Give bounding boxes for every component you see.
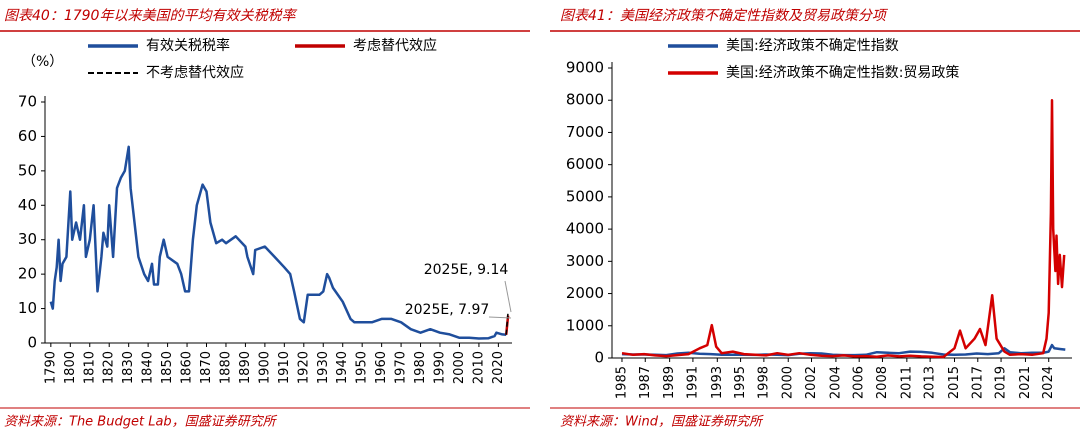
x-tick-label: 1960	[374, 351, 389, 384]
x-tick-label: 1790	[43, 351, 58, 384]
y-tick-label: 2000	[566, 284, 604, 302]
x-tick-label: 2002	[804, 366, 819, 399]
x-tick-label: 2011	[899, 366, 914, 399]
x-tick-label: 1850	[160, 351, 175, 384]
x-tick-label: 2015	[947, 366, 962, 399]
x-tick-label: 1820	[102, 351, 117, 384]
y-tick-label: 30	[18, 230, 37, 248]
y-tick-label: 8000	[566, 91, 604, 109]
x-tick-label: 1930	[316, 351, 331, 384]
x-tick-label: 1910	[277, 351, 292, 384]
annotation-leader	[488, 316, 512, 319]
x-tick-label: 1985	[614, 366, 629, 399]
x-tick-label: 1940	[335, 351, 350, 384]
annotation: 2025E, 9.14	[424, 262, 509, 278]
x-tick-label: 1830	[121, 351, 136, 384]
x-tick-label: 2024	[1041, 366, 1056, 399]
x-tick-label: 1800	[63, 351, 78, 384]
y-tick-label: 10	[18, 299, 37, 317]
x-tick-label: 2008	[875, 366, 890, 399]
x-tick-label: 1880	[218, 351, 233, 384]
series-line	[621, 98, 1066, 359]
y-tick-label: 70	[18, 93, 37, 111]
y-tick-label: 0	[27, 334, 37, 352]
x-tick-label: 1950	[355, 351, 370, 384]
x-tick-label: 1993	[710, 366, 725, 399]
x-tick-label: 2019	[994, 366, 1009, 399]
x-tick-label: 1980	[413, 351, 428, 384]
x-tick-label: 1890	[238, 351, 253, 384]
y-tick-label: 50	[18, 161, 37, 179]
x-tick-label: 1810	[82, 351, 97, 384]
x-tick-label: 1990	[433, 351, 448, 384]
x-tick-label: 2000	[452, 351, 467, 384]
chart-title: 图表40：1790年以来美国的平均有效关税税率	[4, 8, 297, 24]
x-tick-label: 1998	[756, 366, 771, 399]
x-tick-label: 1870	[199, 351, 214, 384]
y-tick-label: 1000	[566, 316, 604, 334]
series-line	[621, 343, 1066, 357]
x-tick-label: 1860	[180, 351, 195, 384]
chart-title: 图表41：美国经济政策不确定性指数及贸易政策分项	[560, 8, 889, 24]
y-tick-label: 0	[594, 349, 604, 367]
x-tick-label: 2006	[852, 366, 867, 399]
y-tick-label: 6000	[566, 155, 604, 173]
source: 资料来源：Wind，国盛证券研究所	[560, 414, 764, 430]
x-tick-label: 1970	[394, 351, 409, 384]
x-tick-label: 2021	[1018, 366, 1033, 399]
y-tick-label: 9000	[566, 59, 604, 77]
legend-label: 不考虑替代效应	[146, 64, 244, 81]
y-tick-label: 7000	[566, 123, 604, 141]
x-tick-label: 1989	[662, 366, 677, 399]
legend-label: 美国:经济政策不确定性指数:贸易政策	[726, 64, 959, 81]
x-tick-label: 1987	[638, 366, 653, 399]
series-line	[505, 311, 509, 335]
annotation: 2025E, 7.97	[405, 302, 490, 318]
x-tick-label: 1995	[733, 366, 748, 399]
y-tick-label: 40	[18, 196, 37, 214]
x-tick-label: 1900	[257, 351, 272, 384]
y-axis-label: （%）	[22, 54, 63, 70]
x-tick-label: 1991	[685, 366, 700, 399]
x-tick-label: 2017	[970, 366, 985, 399]
x-tick-label: 1920	[296, 351, 311, 384]
x-tick-label: 2010	[471, 351, 486, 384]
legend-label: 美国:经济政策不确定性指数	[726, 37, 899, 54]
series-line	[49, 145, 507, 340]
legend-label: 有效关税税率	[146, 37, 230, 54]
y-tick-label: 20	[18, 265, 37, 283]
y-tick-label: 4000	[566, 220, 604, 238]
legend-label: 考虑替代效应	[353, 37, 437, 54]
x-tick-label: 2013	[923, 366, 938, 399]
annotation-leader	[504, 280, 512, 313]
y-tick-label: 60	[18, 127, 37, 145]
y-tick-label: 5000	[566, 187, 604, 205]
x-tick-label: 1840	[141, 351, 156, 384]
x-tick-label: 2020	[491, 351, 506, 384]
x-tick-label: 2004	[828, 366, 843, 399]
x-tick-label: 2000	[781, 366, 796, 399]
y-tick-label: 3000	[566, 252, 604, 270]
source: 资料来源：The Budget Lab，国盛证券研究所	[4, 414, 278, 430]
